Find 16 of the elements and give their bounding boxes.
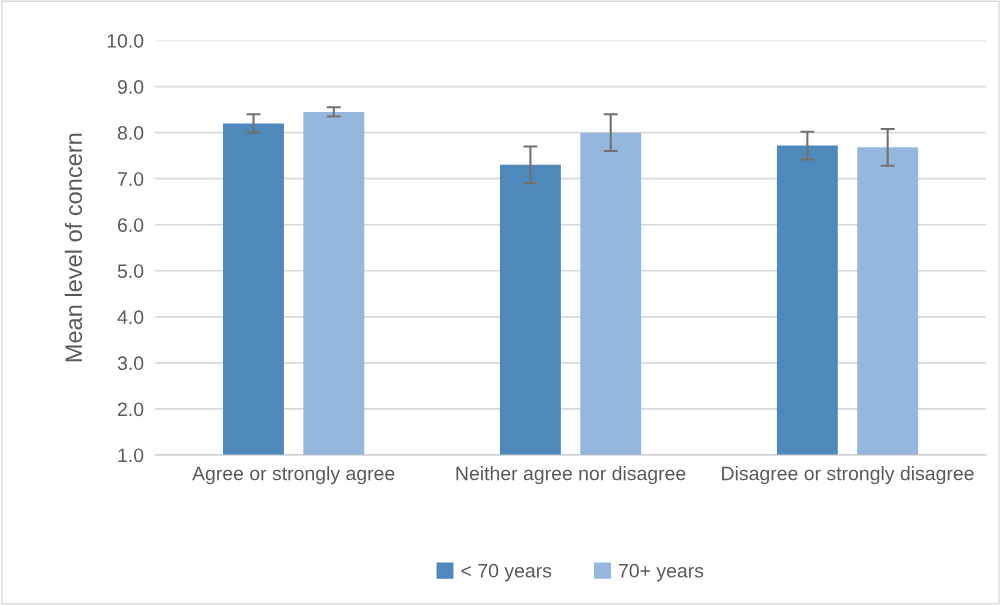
legend-label: 70+ years: [618, 563, 704, 582]
legend-label: < 70 years: [461, 563, 552, 582]
y-axis-title: Mean level of concern: [64, 133, 83, 362]
y-tick-label: 3.0: [117, 356, 144, 371]
y-tick-label: 6.0: [118, 218, 144, 232]
y-tick-label: 7.0: [118, 172, 144, 186]
x-tick-label: Disagree or strongly disagree: [722, 466, 974, 485]
y-tick-label: 4.0: [117, 310, 144, 325]
y-tick-label: 1.0: [118, 448, 144, 463]
x-tick-label: Agree or strongly agree: [192, 466, 395, 485]
y-tick-label: 10.0: [107, 34, 144, 48]
y-tick-label: 2.0: [117, 402, 144, 417]
y-tick-label: 5.0: [117, 264, 144, 279]
x-tick-label: Neither agree nor disagree: [456, 466, 686, 485]
y-tick-label: 8.0: [117, 126, 144, 140]
y-tick-label: 9.0: [117, 80, 144, 94]
